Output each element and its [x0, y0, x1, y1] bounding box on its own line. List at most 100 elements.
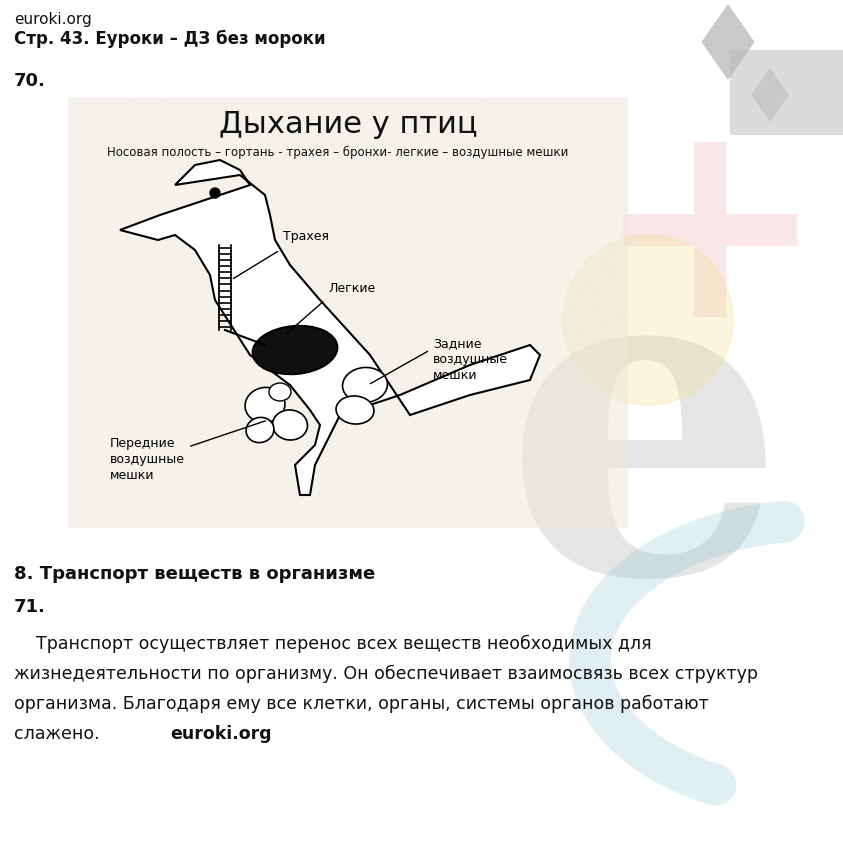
- Point: [403, 104, 416, 118]
- Point: [101, 172, 115, 186]
- Point: [460, 171, 474, 184]
- Point: [314, 343, 328, 357]
- Point: [237, 421, 250, 435]
- Point: [113, 281, 126, 295]
- Point: [571, 281, 584, 295]
- Point: [535, 464, 549, 478]
- Point: [373, 335, 387, 348]
- Point: [182, 176, 196, 189]
- Point: [458, 279, 471, 293]
- Point: [294, 253, 308, 267]
- Point: [385, 349, 399, 363]
- Point: [418, 229, 432, 243]
- Point: [191, 391, 205, 404]
- Point: [274, 305, 287, 318]
- Point: [66, 149, 79, 163]
- Point: [534, 515, 548, 529]
- Point: [226, 475, 239, 489]
- Point: [215, 412, 228, 425]
- Point: [222, 455, 235, 469]
- Point: [554, 137, 567, 150]
- Point: [217, 337, 231, 351]
- Point: [62, 147, 75, 160]
- Point: [547, 429, 561, 442]
- Point: [137, 456, 150, 469]
- Point: [255, 306, 268, 320]
- Point: [491, 247, 504, 261]
- Point: [493, 416, 507, 430]
- Point: [158, 178, 172, 192]
- Point: [550, 171, 563, 185]
- Point: [608, 242, 621, 256]
- Point: [210, 136, 223, 149]
- Point: [205, 276, 218, 290]
- Point: [458, 318, 471, 332]
- Point: [445, 160, 459, 174]
- Point: [389, 256, 403, 269]
- Point: [132, 239, 146, 253]
- Point: [399, 447, 412, 460]
- Point: [271, 485, 285, 498]
- Point: [79, 131, 93, 144]
- Point: [174, 219, 187, 233]
- Point: [212, 351, 225, 364]
- Point: [67, 385, 80, 399]
- Point: [410, 517, 423, 531]
- Point: [440, 301, 454, 315]
- Point: [560, 158, 573, 171]
- Point: [234, 242, 247, 256]
- Point: [369, 327, 383, 340]
- Point: [121, 520, 134, 533]
- Point: [138, 436, 152, 450]
- Point: [572, 117, 586, 131]
- Point: [517, 211, 530, 224]
- Point: [80, 162, 94, 176]
- Point: [196, 482, 210, 496]
- Point: [525, 148, 539, 161]
- Point: [433, 460, 447, 474]
- Point: [559, 247, 572, 261]
- Point: [492, 485, 506, 498]
- Point: [573, 492, 587, 506]
- Point: [358, 447, 372, 461]
- Point: [463, 405, 476, 419]
- Point: [132, 421, 145, 435]
- Point: [469, 404, 482, 418]
- Point: [469, 442, 482, 456]
- Point: [90, 383, 104, 396]
- Point: [507, 471, 521, 485]
- Point: [596, 318, 609, 331]
- Point: [492, 370, 506, 384]
- Point: [97, 498, 110, 512]
- Point: [298, 189, 311, 203]
- Point: [286, 290, 299, 304]
- Point: [251, 103, 265, 116]
- Point: [593, 319, 607, 333]
- Point: [362, 181, 376, 194]
- Point: [98, 414, 111, 428]
- Point: [80, 303, 94, 317]
- Point: [409, 405, 422, 419]
- Point: [182, 123, 196, 137]
- Point: [562, 156, 576, 170]
- Point: [440, 151, 454, 165]
- Point: [164, 350, 178, 363]
- Point: [81, 140, 94, 154]
- Point: [295, 200, 309, 214]
- Point: [226, 481, 239, 495]
- Point: [605, 350, 619, 363]
- Point: [401, 343, 415, 357]
- Point: [126, 378, 139, 391]
- Point: [274, 204, 287, 217]
- Point: [250, 498, 264, 512]
- Point: [277, 210, 291, 223]
- Point: [144, 419, 158, 432]
- Point: [117, 362, 131, 375]
- Point: [413, 518, 427, 531]
- Point: [180, 245, 194, 259]
- Point: [391, 353, 405, 367]
- Point: [105, 472, 118, 486]
- Point: [385, 292, 399, 306]
- Point: [531, 113, 545, 127]
- Point: [545, 474, 558, 487]
